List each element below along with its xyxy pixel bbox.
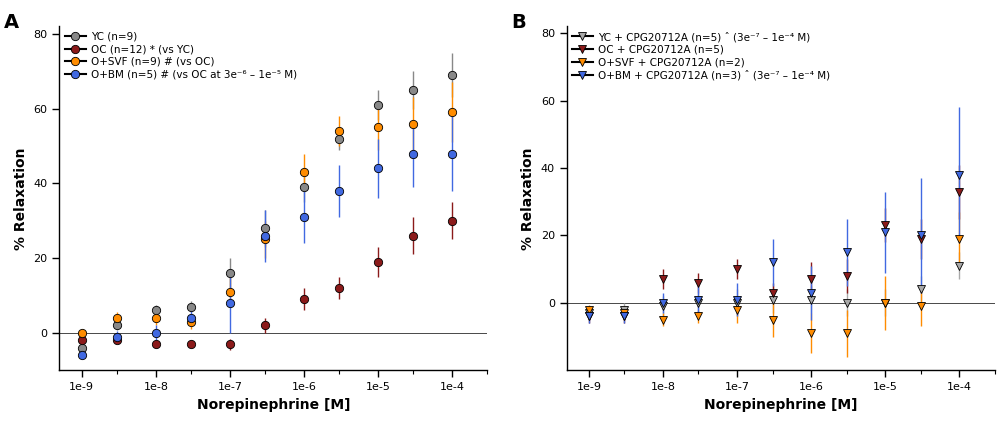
Text: A: A [4,13,19,32]
Text: B: B [511,13,526,32]
X-axis label: Norepinephrine [M]: Norepinephrine [M] [197,398,350,412]
Y-axis label: % Relaxation: % Relaxation [521,147,535,249]
Legend: YC + CPG20712A (n=5) ˆ (3e⁻⁷ – 1e⁻⁴ M), OC + CPG20712A (n=5), O+SVF + CPG20712A : YC + CPG20712A (n=5) ˆ (3e⁻⁷ – 1e⁻⁴ M), … [570,30,833,82]
Y-axis label: % Relaxation: % Relaxation [14,147,28,249]
X-axis label: Norepinephrine [M]: Norepinephrine [M] [704,398,858,412]
Legend: YC (n=9), OC (n=12) * (vs YC), O+SVF (n=9) # (vs OC), O+BM (n=5) # (vs OC at 3e⁻: YC (n=9), OC (n=12) * (vs YC), O+SVF (n=… [62,30,299,82]
